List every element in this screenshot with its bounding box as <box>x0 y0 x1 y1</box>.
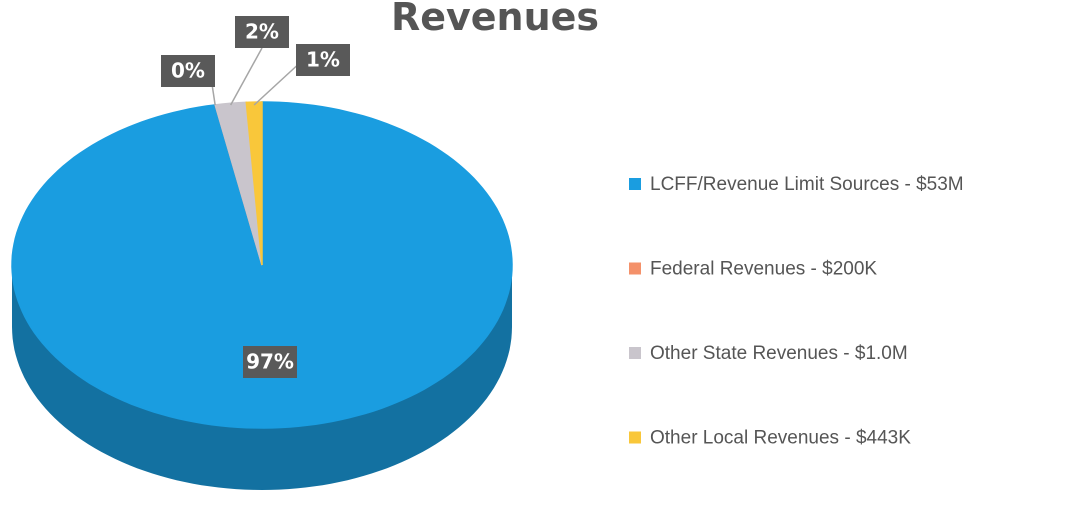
legend-label: Other State Revenues - $1.0M <box>650 343 908 364</box>
leader-line <box>230 47 263 106</box>
data-labels: 97% 0% 2% 1% <box>161 16 350 378</box>
legend-label: Federal Revenues - $200K <box>650 259 877 280</box>
data-label: 2% <box>245 20 279 44</box>
data-label: 0% <box>171 59 205 83</box>
legend-swatch <box>629 431 641 444</box>
legend-label: LCFF/Revenue Limit Sources - $53M <box>650 174 964 195</box>
legend-swatch <box>629 178 641 190</box>
data-label-box <box>243 346 297 378</box>
leader-line <box>253 59 304 106</box>
pie <box>11 101 513 490</box>
legend-label: Other Local Revenues - $443K <box>650 428 911 449</box>
data-label: 1% <box>306 48 340 72</box>
legend: LCFF/Revenue Limit Sources - $53M Federal… <box>629 174 964 449</box>
data-label: 97% <box>246 350 294 374</box>
data-label-box <box>296 44 350 76</box>
legend-swatch <box>629 262 641 275</box>
chart-title: Revenues <box>391 0 599 39</box>
data-label-box <box>235 16 289 48</box>
data-label-box <box>161 55 215 87</box>
slice-side <box>12 265 512 490</box>
legend-swatch <box>629 347 641 359</box>
slice <box>245 101 263 266</box>
